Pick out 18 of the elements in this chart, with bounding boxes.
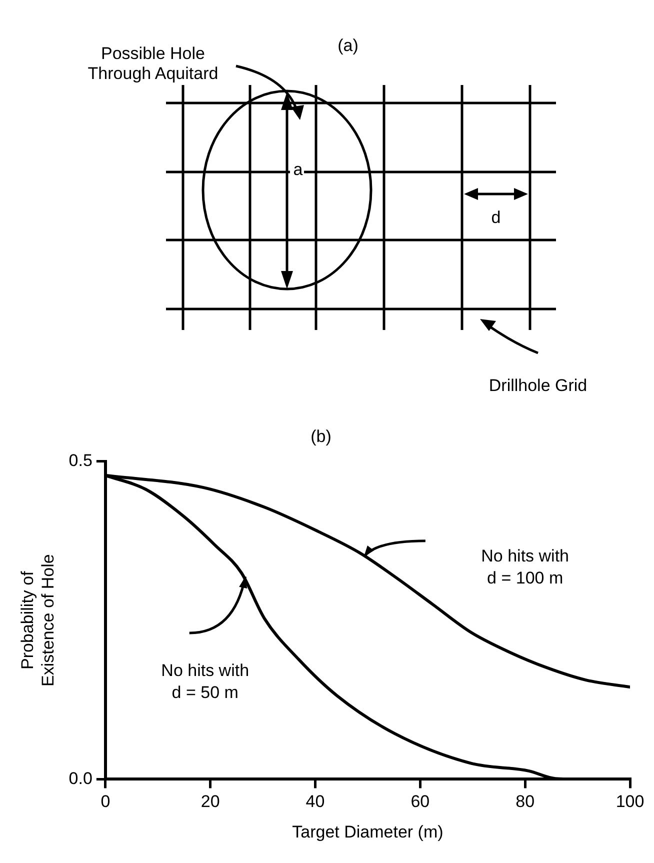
y-tick-label: 0.5 (68, 451, 92, 470)
y-tick-label: 0.0 (68, 768, 92, 788)
text: Drillhole Grid (488, 376, 588, 396)
text: a (291, 160, 305, 180)
x-tick-label: 40 (306, 792, 325, 812)
x-tick-label: 0 (100, 792, 110, 812)
text: No hits with d = 100 m (481, 546, 570, 588)
y-axis-title: Probability of Existence of Hole (18, 554, 58, 686)
x-tick-label: 100 (616, 792, 644, 812)
text: Possible Hole Through Aquitard (86, 44, 220, 84)
text: No hits with d = 50 m (161, 660, 250, 702)
x-tick-label: 80 (516, 792, 535, 812)
x-tick-label: 60 (410, 792, 430, 812)
x-tick-label: 20 (200, 792, 220, 812)
x-axis-title: Target Diameter (m) (292, 822, 444, 842)
chart-title: (b) (310, 426, 332, 446)
text: (a) (336, 36, 360, 56)
text: d (490, 208, 502, 228)
